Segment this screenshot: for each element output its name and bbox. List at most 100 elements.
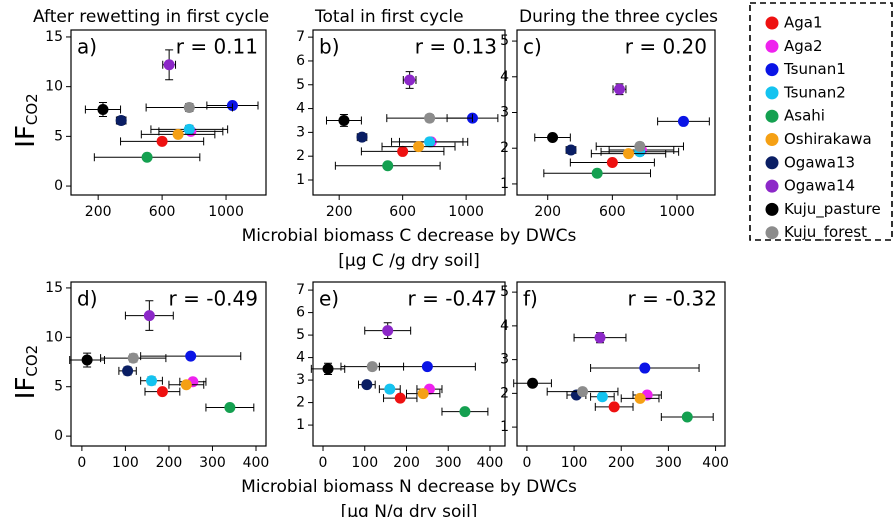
x-axis-label: Microbial biomass C decrease by DWCs xyxy=(242,226,577,246)
data-point xyxy=(322,363,334,375)
data-point xyxy=(338,114,350,126)
legend-marker xyxy=(765,16,779,30)
x-axis-label: Microbial biomass N decrease by DWCs xyxy=(241,477,577,497)
x-tick-label: 400 xyxy=(702,455,729,471)
y-tick-label: 4 xyxy=(500,69,509,85)
y-axis-label: IFCO2 xyxy=(11,93,41,147)
panel-title: During the three cycles xyxy=(519,7,718,27)
y-tick-label: 0 xyxy=(54,178,63,194)
legend-box xyxy=(749,2,893,241)
plot-frame xyxy=(312,29,506,196)
x-tick-label: 0 xyxy=(522,455,531,471)
plot-frame xyxy=(312,281,506,447)
data-point xyxy=(634,392,646,404)
data-point xyxy=(163,59,175,71)
panel-label: a) xyxy=(77,35,97,59)
y-tick-label: 4 xyxy=(296,101,305,117)
data-point xyxy=(527,377,539,389)
x-tick-label: 200 xyxy=(534,204,561,220)
data-point-group xyxy=(100,352,167,364)
data-point xyxy=(397,145,409,157)
data-point-group xyxy=(590,362,700,374)
data-point-group xyxy=(383,392,418,404)
panel-label: c) xyxy=(523,35,542,59)
y-tick-label: 3 xyxy=(500,352,509,368)
data-point xyxy=(366,361,378,373)
data-point xyxy=(115,114,127,126)
data-point xyxy=(634,140,646,152)
data-point xyxy=(156,135,168,147)
y-tick-label: 5 xyxy=(296,77,305,93)
legend-marker xyxy=(765,226,779,240)
y-tick-label: 3 xyxy=(500,105,509,121)
y-axis-label-sub: CO2 xyxy=(23,93,41,125)
r-annotation: r = -0.32 xyxy=(628,287,717,311)
y-tick-label: 4 xyxy=(500,318,509,334)
data-point xyxy=(97,104,109,116)
plot-frame xyxy=(70,29,267,196)
x-tick-label: 200 xyxy=(85,204,112,220)
data-point-group xyxy=(402,71,417,89)
x-axis-label: [μg N/g dry soil] xyxy=(341,502,478,517)
panel-label: e) xyxy=(319,287,339,311)
panel-label: f) xyxy=(523,287,538,311)
data-point-group xyxy=(405,388,441,400)
y-tick-label: 2 xyxy=(500,385,509,401)
data-point-group xyxy=(565,144,577,156)
data-point xyxy=(613,83,625,95)
y-tick-label: 7 xyxy=(296,282,305,298)
data-point-group xyxy=(140,375,163,387)
data-point xyxy=(382,160,394,172)
legend-marker xyxy=(765,39,779,53)
x-tick-label: 200 xyxy=(608,455,635,471)
data-point-group xyxy=(93,151,201,163)
data-point-group xyxy=(120,135,205,147)
data-point-group xyxy=(334,160,441,172)
data-point xyxy=(180,379,192,391)
r-annotation: r = 0.11 xyxy=(176,35,258,59)
y-tick-label: 5 xyxy=(54,128,63,144)
y-tick-label: 6 xyxy=(296,53,305,69)
legend-marker xyxy=(765,86,779,100)
annotation-bg xyxy=(391,34,501,62)
legend-label: Asahi xyxy=(784,107,825,125)
data-point xyxy=(417,388,429,400)
y-tick-label: 5 xyxy=(500,284,509,300)
x-tick-label: 200 xyxy=(326,204,353,220)
data-point-group xyxy=(310,362,346,375)
annotation-bg xyxy=(149,34,262,62)
legend-label: Ogawa14 xyxy=(784,177,855,195)
data-point-group xyxy=(118,365,137,377)
y-tick-label: 10 xyxy=(45,79,63,95)
legend-marker xyxy=(765,179,779,193)
x-tick-label: 600 xyxy=(599,204,626,220)
data-point-group xyxy=(364,322,412,339)
data-point xyxy=(459,406,471,418)
x-tick-label: 200 xyxy=(393,455,420,471)
data-point xyxy=(146,375,158,387)
legend-marker xyxy=(765,109,779,123)
data-point xyxy=(565,144,577,156)
x-tick-label: 300 xyxy=(655,455,682,471)
y-tick-label: 15 xyxy=(45,280,63,296)
data-point-group xyxy=(381,141,456,153)
data-point-group xyxy=(657,115,710,127)
panel-label: d) xyxy=(77,287,98,311)
y-axis-label-main: IF xyxy=(11,125,41,148)
annotation-bg xyxy=(595,34,711,62)
data-point-group xyxy=(573,332,627,344)
data-point-group xyxy=(357,379,376,391)
data-point xyxy=(677,115,689,127)
x-tick-label: 100 xyxy=(561,455,588,471)
data-point-group xyxy=(534,132,571,143)
data-point xyxy=(183,102,195,114)
panel-label: b) xyxy=(319,35,340,59)
annotation-bg xyxy=(391,286,501,314)
x-tick-label: 100 xyxy=(351,455,378,471)
data-point-group xyxy=(69,352,106,368)
legend-marker xyxy=(765,156,779,170)
annotation-bg xyxy=(595,286,721,314)
data-point-group xyxy=(145,102,233,114)
data-point xyxy=(81,354,93,366)
data-point-group xyxy=(590,148,667,160)
